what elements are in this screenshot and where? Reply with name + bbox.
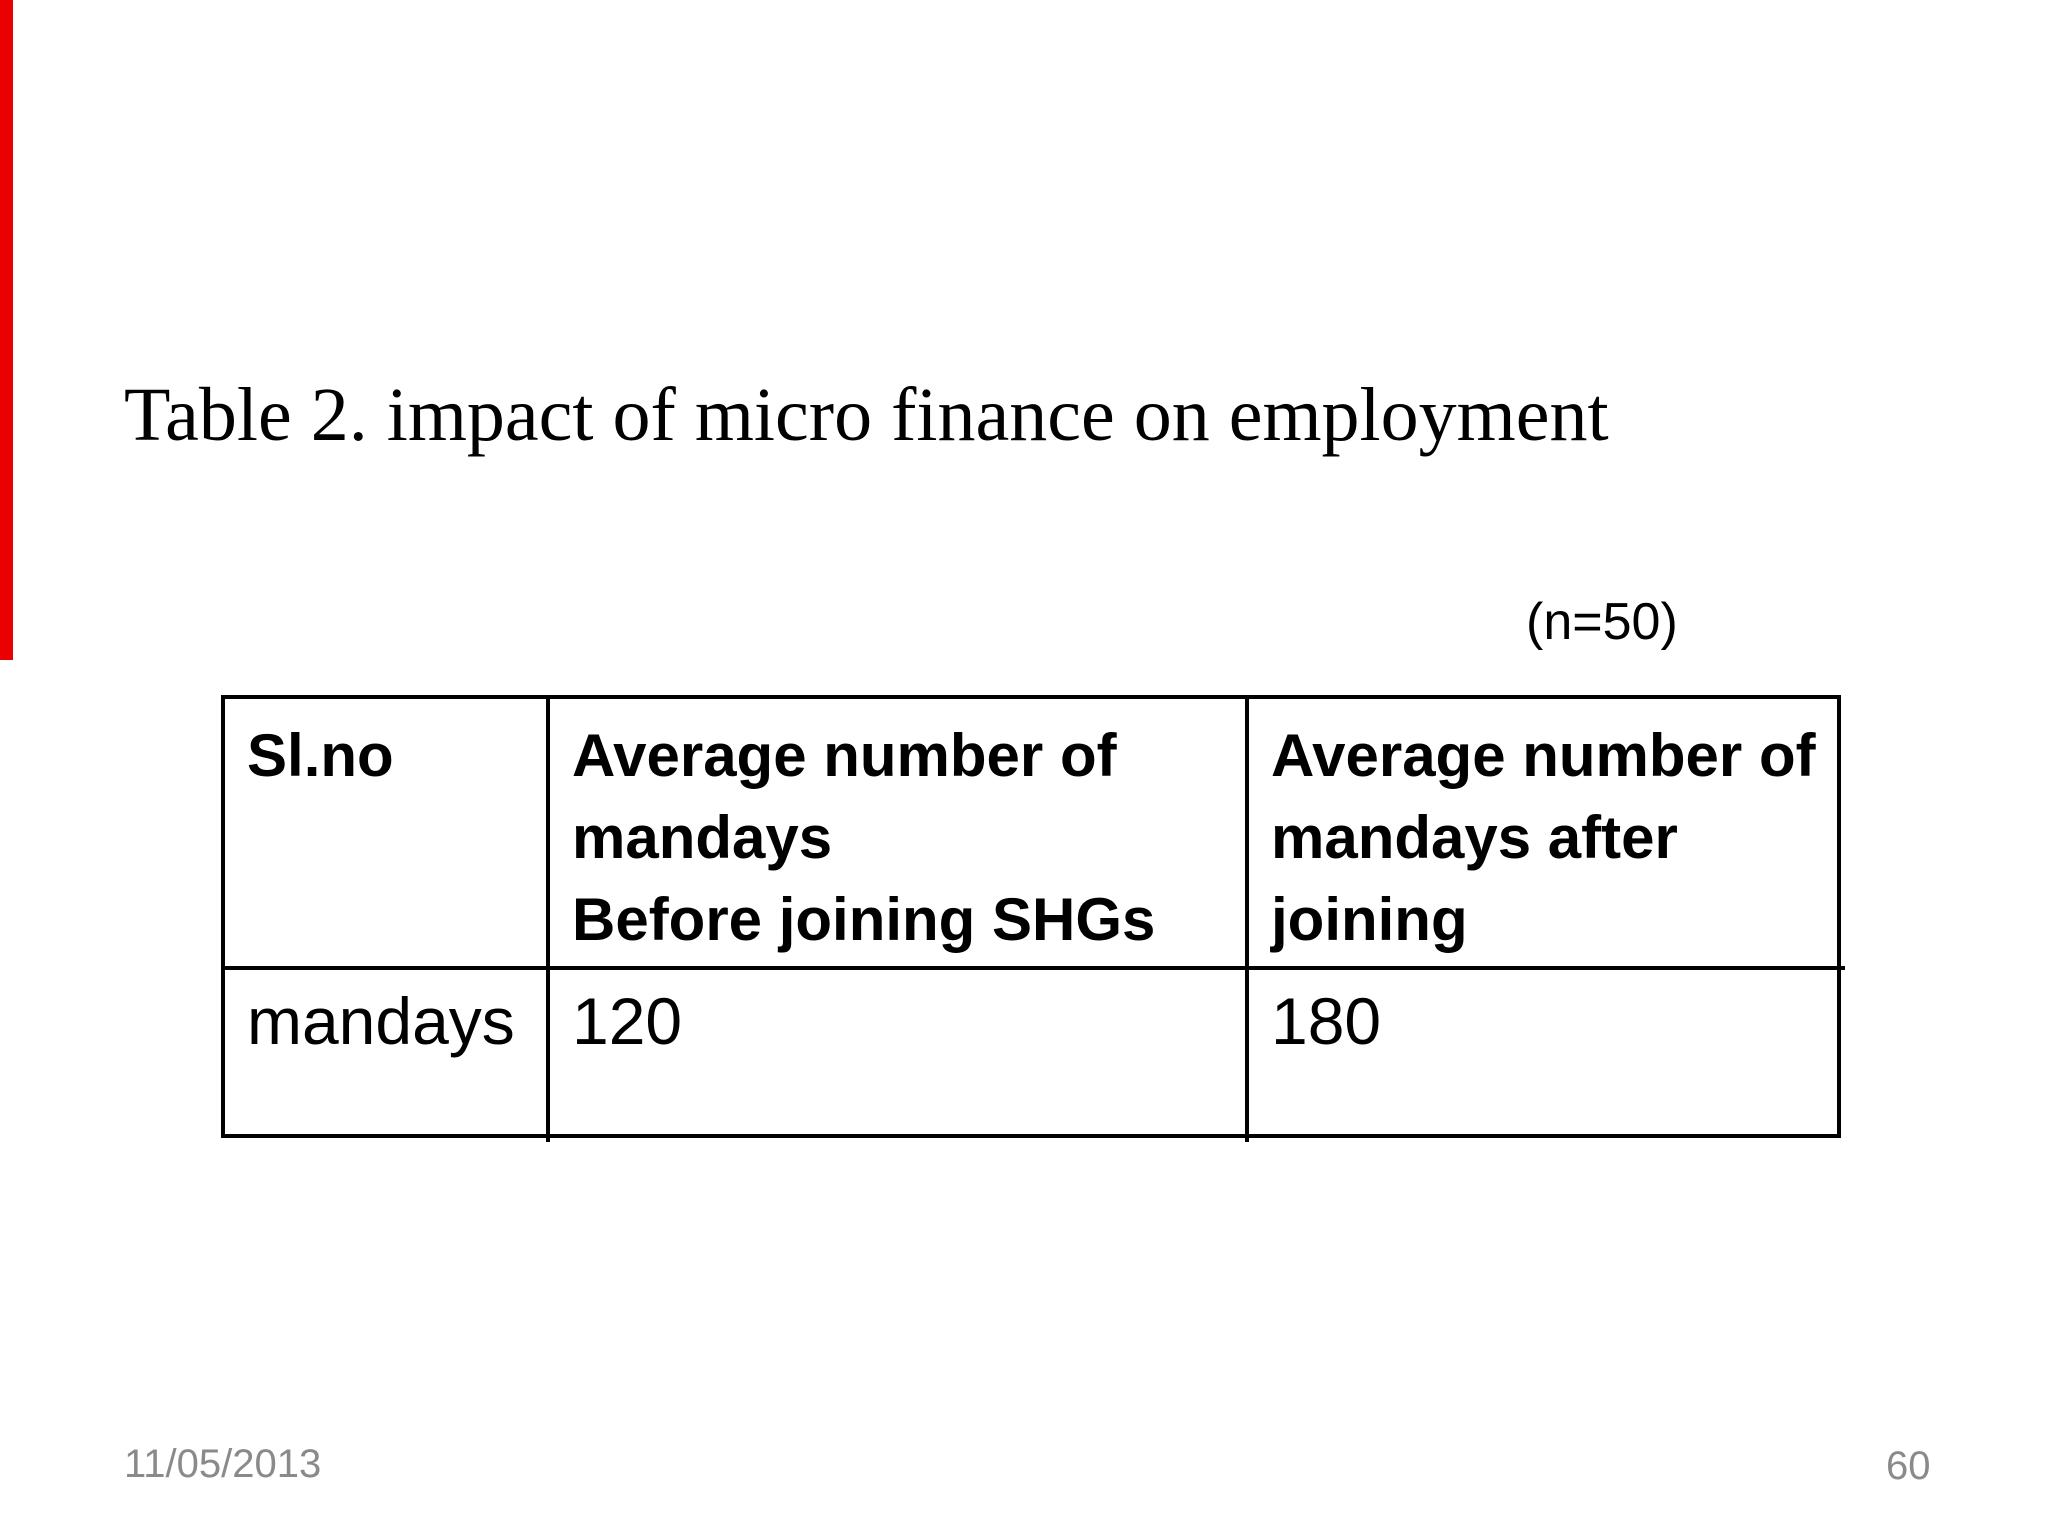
table-header-slno: Sl.no — [225, 699, 550, 970]
sample-size-note: (n=50) — [1526, 593, 1678, 651]
table-header-after-joining: Average number of mandays after joining — [1249, 699, 1845, 970]
table-value-before: 120 — [550, 970, 1249, 1142]
page-title: Table 2. impact of micro finance on empl… — [124, 373, 1609, 457]
left-accent-bar — [0, 0, 13, 660]
impact-table: Sl.no Average number of mandays Before j… — [221, 695, 1845, 1142]
footer-date: 11/05/2013 — [124, 1442, 322, 1486]
table-value-after: 180 — [1271, 984, 1382, 1058]
table-header-before-joining: Average number of mandays Before joining… — [550, 699, 1249, 970]
table-row-label: mandays — [225, 970, 550, 1142]
page-number: 60 — [1886, 1444, 1931, 1488]
